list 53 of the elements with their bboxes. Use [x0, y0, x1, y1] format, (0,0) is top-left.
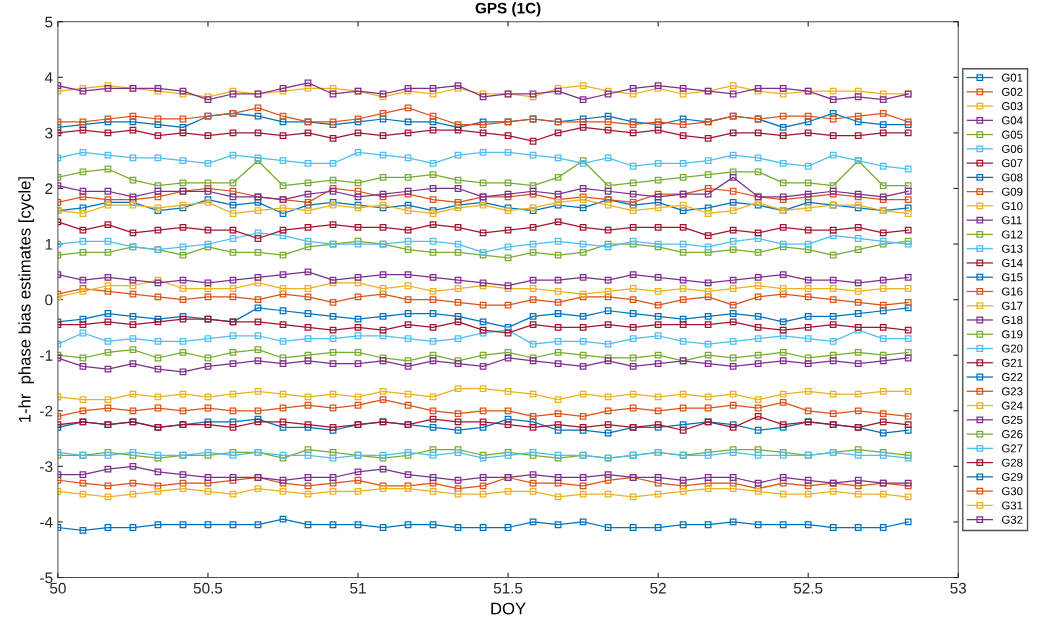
- legend-label: G08: [1002, 173, 1023, 182]
- y-tick-label: -4: [40, 516, 53, 528]
- legend-label: G20: [1002, 344, 1023, 353]
- legend-label: G32: [1002, 515, 1023, 524]
- legend-label: G30: [1002, 487, 1023, 496]
- y-tick-label: -2: [40, 405, 53, 417]
- legend-label: G02: [1002, 87, 1023, 96]
- legend-label: G25: [1002, 415, 1023, 424]
- legend-label: G12: [1002, 230, 1023, 239]
- x-tick-label: 50.5: [193, 582, 223, 594]
- legend-label: G05: [1002, 130, 1023, 139]
- x-tick-label: 51.5: [493, 582, 523, 594]
- y-tick-label: -5: [40, 572, 53, 584]
- x-tick-label: 50: [50, 582, 66, 594]
- legend-label: G26: [1002, 430, 1023, 439]
- y-tick-label: 1: [45, 239, 53, 250]
- legend-label: G27: [1002, 444, 1023, 453]
- legend-label: G10: [1002, 201, 1023, 210]
- legend-label: G29: [1002, 472, 1023, 481]
- y-tick-label: -3: [40, 461, 53, 473]
- x-tick-label: 51: [350, 582, 366, 594]
- y-axis-title: 1-hr phase bias estimates [cycle]: [18, 177, 34, 423]
- legend-label: G13: [1002, 244, 1023, 253]
- legend-label: G31: [1002, 501, 1023, 510]
- legend-label: G15: [1002, 273, 1023, 282]
- legend-label: G23: [1002, 387, 1023, 396]
- legend-label: G22: [1002, 373, 1023, 382]
- x-tick-label: 53: [950, 582, 967, 594]
- x-tick-label: 52: [650, 582, 666, 594]
- legend-label: G07: [1002, 159, 1023, 168]
- y-tick-label: 3: [45, 127, 53, 139]
- legend-label: G01: [1002, 73, 1023, 82]
- legend-label: G06: [1002, 144, 1023, 153]
- legend-label: G19: [1002, 330, 1023, 339]
- x-axis-title: DOY: [491, 602, 526, 615]
- legend-label: G09: [1002, 187, 1023, 196]
- legend-label: G04: [1002, 116, 1023, 125]
- y-tick-label: -1: [40, 350, 53, 361]
- legend-label: G14: [1002, 258, 1023, 268]
- x-tick-label: 52.5: [793, 582, 823, 594]
- legend-label: G03: [1002, 102, 1023, 111]
- y-tick-label: 0: [45, 294, 53, 306]
- y-tick-label: 5: [45, 16, 53, 28]
- legend-label: G28: [1002, 458, 1023, 467]
- legend-label: G18: [1002, 316, 1023, 325]
- legend-label: G11: [1002, 216, 1022, 225]
- legend-label: G24: [1002, 401, 1023, 410]
- y-tick-label: 2: [45, 183, 53, 195]
- legend-label: G16: [1002, 287, 1023, 296]
- legend-label: G21: [1002, 358, 1023, 367]
- chart-title: GPS (1C): [475, 2, 541, 17]
- y-tick-label: 4: [44, 72, 53, 83]
- legend-label: G17: [1002, 301, 1023, 310]
